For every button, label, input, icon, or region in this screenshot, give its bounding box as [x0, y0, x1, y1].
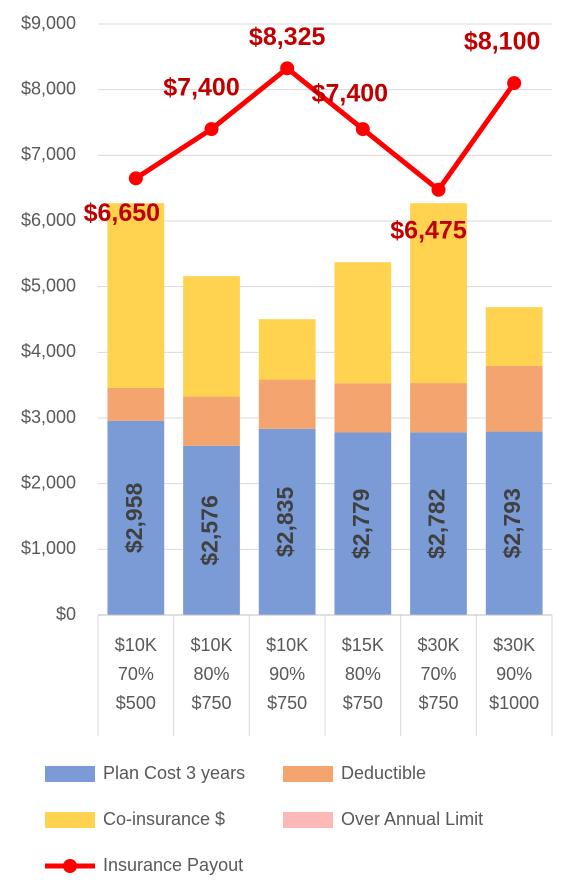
bar-segment — [410, 203, 467, 384]
line-marker — [431, 182, 446, 197]
x-tick-label: $750 — [418, 693, 458, 713]
legend-label: Insurance Payout — [103, 855, 243, 875]
bar-segment — [183, 445, 240, 615]
legend-swatch — [283, 766, 333, 782]
x-tick-label: $15K — [342, 635, 384, 655]
x-tick-label: $750 — [343, 693, 383, 713]
x-tick-label: 90% — [269, 664, 305, 684]
line-value-label: $8,325 — [249, 23, 326, 51]
x-tick-label: 80% — [345, 664, 381, 684]
legend-label: Over Annual Limit — [341, 809, 483, 829]
bar-segment — [107, 387, 165, 421]
x-tick-label: 70% — [420, 664, 456, 684]
bar-segment — [334, 262, 392, 384]
bar-segment — [107, 420, 165, 615]
line-marker — [128, 171, 143, 186]
bar-segment — [410, 432, 467, 615]
legend-label: Co-insurance $ — [103, 809, 225, 829]
legend-label: Deductible — [341, 763, 426, 783]
x-tick-label: 90% — [496, 664, 532, 684]
line-value-label: $7,400 — [312, 80, 388, 108]
legend-swatch — [45, 812, 95, 828]
bar-segment — [334, 383, 392, 433]
bar-segment — [485, 431, 543, 615]
y-tick-label: $3,000 — [21, 407, 76, 427]
line-marker — [507, 76, 522, 91]
bar-value-label: $2,779 — [348, 489, 374, 559]
line-marker — [355, 122, 370, 137]
y-tick-label: $7,000 — [21, 144, 76, 164]
bar-segment — [107, 203, 165, 388]
x-tick-label: $10K — [190, 635, 232, 655]
x-tick-label: $750 — [267, 693, 307, 713]
y-tick-label: $0 — [56, 604, 76, 624]
legend-label: Plan Cost 3 years — [103, 763, 245, 783]
line-value-label: $6,475 — [390, 216, 467, 244]
bar-segment — [485, 365, 543, 432]
line-value-label: $8,100 — [464, 28, 540, 56]
line-marker — [204, 122, 219, 137]
x-tick-label: $10K — [115, 635, 157, 655]
bar-segment — [410, 383, 467, 433]
y-tick-label: $8,000 — [21, 78, 76, 98]
bar-value-label: $2,576 — [197, 495, 223, 565]
line-value-label: $6,650 — [84, 199, 160, 227]
x-tick-label: $750 — [191, 693, 231, 713]
bar-segment — [183, 396, 240, 446]
y-tick-label: $1,000 — [21, 538, 76, 558]
bar-segment — [183, 276, 240, 397]
y-tick-label: $5,000 — [21, 275, 76, 295]
line-value-label: $7,400 — [163, 74, 239, 102]
bar-value-label: $2,793 — [499, 488, 525, 558]
x-tick-label: $30K — [417, 635, 459, 655]
y-tick-label: $4,000 — [21, 341, 76, 361]
legend-swatch — [45, 766, 95, 782]
x-tick-label: 70% — [118, 664, 154, 684]
bar-value-label: $2,782 — [424, 488, 450, 558]
line-marker — [280, 61, 295, 76]
bar-segment — [485, 307, 543, 366]
bar-segment — [334, 432, 392, 615]
y-tick-label: $6,000 — [21, 210, 76, 230]
bar-segment — [258, 379, 316, 429]
legend-swatch — [283, 812, 333, 828]
bar-value-label: $2,835 — [272, 487, 298, 558]
line — [134, 65, 517, 193]
x-tick-label: $10K — [266, 635, 308, 655]
x-tick-label: $30K — [493, 635, 535, 655]
x-tick-label: 80% — [193, 664, 229, 684]
y-tick-label: $9,000 — [21, 13, 76, 33]
x-tick-label: $500 — [116, 693, 156, 713]
bar-segment — [258, 428, 316, 615]
bar-segment — [258, 319, 316, 380]
legend-marker — [63, 859, 77, 873]
bar-value-label: $2,958 — [121, 483, 147, 554]
x-tick-label: $1000 — [489, 693, 539, 713]
y-tick-label: $2,000 — [21, 472, 76, 492]
